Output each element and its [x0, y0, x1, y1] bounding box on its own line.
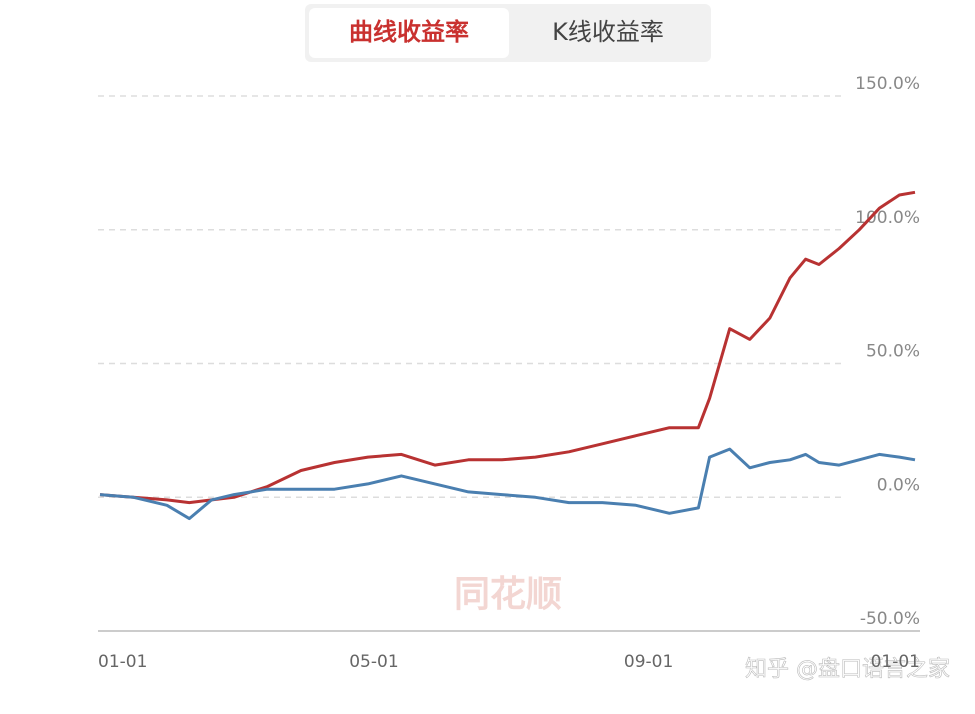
- credit: 知乎 @盘口语言之家: [745, 657, 950, 682]
- x-tick-label: 01-01: [98, 652, 147, 672]
- watermark: 同花顺: [454, 574, 562, 615]
- y-tick-label: 150.0%: [855, 74, 920, 94]
- y-tick-label: -50.0%: [860, 609, 920, 629]
- tab[interactable]: K线收益率: [552, 18, 664, 46]
- x-tick-label: 05-01: [349, 652, 398, 672]
- series-line: [99, 190, 916, 505]
- y-tick-label: 100.0%: [855, 208, 920, 228]
- tab-active-bg: [309, 8, 509, 58]
- x-tick-label: 09-01: [624, 652, 673, 672]
- y-tick-label: 0.0%: [877, 475, 920, 495]
- tab[interactable]: 曲线收益率: [349, 18, 469, 46]
- series-line: [99, 447, 916, 521]
- x-tick-label: 01-01: [871, 652, 920, 672]
- y-tick-label: 50.0%: [866, 342, 920, 362]
